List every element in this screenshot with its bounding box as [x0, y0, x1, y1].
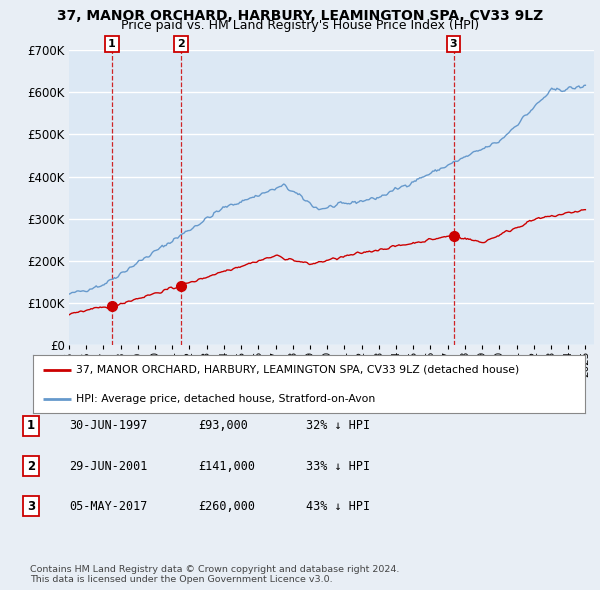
Text: 29-JUN-2001: 29-JUN-2001	[69, 460, 148, 473]
Text: £260,000: £260,000	[198, 500, 255, 513]
Text: 32% ↓ HPI: 32% ↓ HPI	[306, 419, 370, 432]
Text: Price paid vs. HM Land Registry's House Price Index (HPI): Price paid vs. HM Land Registry's House …	[121, 19, 479, 32]
Text: 37, MANOR ORCHARD, HARBURY, LEAMINGTON SPA, CV33 9LZ: 37, MANOR ORCHARD, HARBURY, LEAMINGTON S…	[57, 9, 543, 23]
Text: 1: 1	[108, 39, 116, 49]
Text: 37, MANOR ORCHARD, HARBURY, LEAMINGTON SPA, CV33 9LZ (detached house): 37, MANOR ORCHARD, HARBURY, LEAMINGTON S…	[76, 365, 520, 375]
Text: Contains HM Land Registry data © Crown copyright and database right 2024.
This d: Contains HM Land Registry data © Crown c…	[30, 565, 400, 584]
Text: 3: 3	[27, 500, 35, 513]
Text: 3: 3	[450, 39, 457, 49]
Text: 30-JUN-1997: 30-JUN-1997	[69, 419, 148, 432]
Text: 2: 2	[177, 39, 185, 49]
Text: HPI: Average price, detached house, Stratford-on-Avon: HPI: Average price, detached house, Stra…	[76, 394, 376, 404]
Text: 05-MAY-2017: 05-MAY-2017	[69, 500, 148, 513]
Text: £141,000: £141,000	[198, 460, 255, 473]
Text: 33% ↓ HPI: 33% ↓ HPI	[306, 460, 370, 473]
Text: 1: 1	[27, 419, 35, 432]
Text: 2: 2	[27, 460, 35, 473]
Text: 43% ↓ HPI: 43% ↓ HPI	[306, 500, 370, 513]
Text: £93,000: £93,000	[198, 419, 248, 432]
